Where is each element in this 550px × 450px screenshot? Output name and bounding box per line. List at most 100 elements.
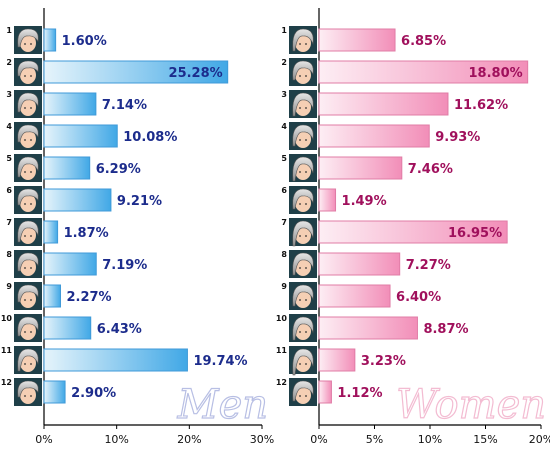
bar (43, 28, 57, 52)
value-label: 1.12% (337, 386, 382, 401)
rank-label: 12 (276, 378, 287, 387)
bar (43, 220, 59, 244)
bar (318, 284, 391, 308)
value-label: 2.90% (71, 386, 116, 401)
bar (43, 124, 118, 148)
avatar-icon (14, 314, 42, 342)
rank-label: 4 (281, 122, 287, 131)
tick-label: 15% (473, 433, 497, 446)
value-label: 1.87% (64, 226, 109, 241)
rank-label: 12 (1, 378, 12, 387)
tick-label: 20% (177, 433, 201, 446)
value-label: 10.08% (123, 130, 177, 145)
avatar-icon (14, 90, 42, 118)
rank-label: 5 (6, 154, 12, 163)
value-label: 3.23% (361, 354, 406, 369)
bar (43, 252, 97, 276)
bar (318, 252, 401, 276)
bar (318, 60, 529, 84)
value-label: 2.27% (66, 290, 111, 305)
rank-label: 5 (281, 154, 287, 163)
rank-label: 2 (6, 58, 12, 67)
rank-label: 9 (6, 282, 12, 291)
value-label: 7.19% (102, 258, 147, 273)
bar (318, 188, 337, 212)
rank-label: 1 (6, 26, 12, 35)
tick-label: 30% (250, 433, 274, 446)
bar (318, 348, 356, 372)
bar (43, 284, 61, 308)
avatar-icon (14, 346, 42, 374)
avatar-icon (14, 282, 42, 310)
bar (43, 380, 66, 404)
rank-label: 4 (6, 122, 12, 131)
bar (318, 156, 403, 180)
rank-label: 6 (6, 186, 12, 195)
value-label: 18.80% (469, 66, 523, 81)
avatar-icon (14, 186, 42, 214)
value-label: 8.87% (423, 322, 468, 337)
value-label: 9.93% (435, 130, 480, 145)
avatar-icon (289, 314, 317, 342)
value-label: 6.43% (97, 322, 142, 337)
value-label: 9.21% (117, 194, 162, 209)
value-label: 6.85% (401, 34, 446, 49)
value-label: 11.62% (454, 98, 508, 113)
rank-label: 10 (1, 314, 13, 323)
value-label: 6.29% (96, 162, 141, 177)
value-label: 16.95% (448, 226, 502, 241)
watermark-text: Men (177, 382, 268, 428)
tick-label: 0% (310, 433, 327, 446)
value-label: 7.46% (408, 162, 453, 177)
avatar-icon (289, 186, 317, 214)
avatar-icon (289, 218, 317, 247)
bar (43, 60, 229, 84)
bar (43, 348, 188, 372)
avatar-icon (14, 122, 42, 150)
avatar-icon (289, 154, 317, 182)
value-label: 7.14% (102, 98, 147, 113)
rank-label: 7 (6, 218, 12, 227)
tick-label: 0% (35, 433, 52, 446)
value-label: 6.40% (396, 290, 441, 305)
value-label: 7.27% (406, 258, 451, 273)
bar (318, 316, 418, 340)
value-label: 1.49% (342, 194, 387, 209)
bar (43, 92, 97, 116)
bar (318, 124, 430, 148)
rank-label: 8 (6, 250, 12, 259)
bar (43, 188, 112, 212)
bar (43, 316, 92, 340)
avatar-icon (14, 154, 42, 182)
tick-label: 20% (529, 433, 550, 446)
tick-label: 5% (366, 433, 383, 446)
avatar-icon (289, 26, 317, 54)
avatar-icon (14, 378, 42, 406)
bar (318, 380, 332, 404)
tick-label: 10% (418, 433, 442, 446)
avatar-icon (289, 58, 317, 86)
rank-label: 11 (276, 346, 288, 355)
watermark-text: Women (396, 382, 546, 428)
bar (318, 220, 508, 244)
avatar-icon (14, 58, 42, 86)
rank-label: 6 (281, 186, 287, 195)
rank-label: 3 (6, 90, 12, 99)
bar (318, 92, 449, 116)
avatar-icon (289, 122, 317, 150)
bar (318, 28, 396, 52)
tick-label: 10% (104, 433, 128, 446)
value-label: 25.28% (169, 66, 223, 81)
rank-label: 11 (1, 346, 13, 355)
avatar-icon (289, 346, 317, 376)
rank-label: 9 (281, 282, 287, 291)
avatar-icon (14, 250, 42, 278)
rank-label: 2 (281, 58, 287, 67)
rank-label: 3 (281, 90, 287, 99)
men-panel: Men 1 1.60% 2 25.28% 3 7.14% 4 10.08% 5 6.29% 6 9.21… (1, 8, 274, 446)
rank-label: 8 (281, 250, 287, 259)
rank-label: 1 (281, 26, 287, 35)
avatar-icon (289, 90, 317, 118)
avatar-icon (14, 26, 42, 54)
